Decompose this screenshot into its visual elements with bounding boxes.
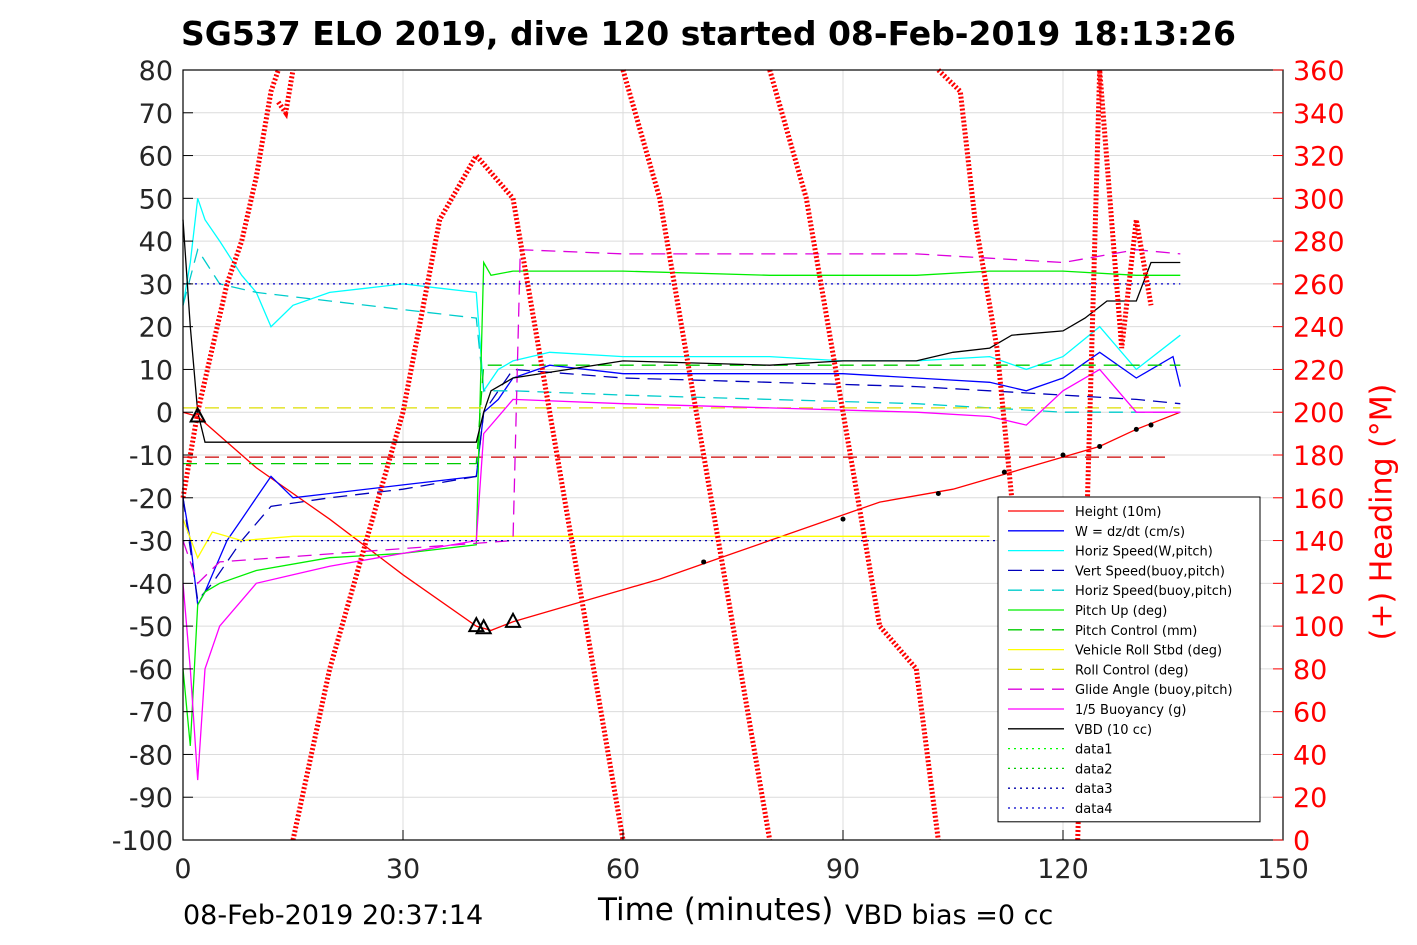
vbd-bias-label: VBD bias =0 cc	[845, 900, 1054, 931]
legend-label-3: Vert Speed(buoy,pitch)	[1075, 564, 1225, 579]
right-y-tick-label: 40	[1293, 740, 1327, 771]
right-y-tick-label: 340	[1293, 99, 1345, 130]
y-tick-label: 70	[139, 99, 173, 130]
right-y-tick-label: 140	[1293, 527, 1345, 558]
y-tick-label: -70	[129, 698, 173, 729]
dot-marker	[1060, 452, 1066, 458]
right-y-tick-label: 240	[1293, 313, 1345, 344]
x-tick-label: 90	[826, 854, 860, 885]
triangle-marker	[467, 616, 486, 633]
heading-trace-2	[290, 151, 515, 841]
dot-marker	[935, 491, 941, 496]
y-tick-label: 50	[139, 184, 173, 215]
y-tick-label: 20	[139, 313, 173, 344]
right-y-tick-label: 320	[1293, 142, 1345, 173]
heading-trace-7	[936, 68, 1015, 499]
heading-trace-6	[913, 668, 941, 841]
series-line-4	[182, 248, 1181, 413]
right-y-tick-label: 100	[1293, 612, 1345, 643]
triangle-marker	[474, 618, 493, 635]
y-tick-label: -90	[129, 783, 173, 814]
legend-label-5: Pitch Up (deg)	[1075, 604, 1167, 619]
right-y-tick-label: 300	[1293, 184, 1345, 215]
y-tick-label: -10	[129, 441, 173, 472]
x-tick-label: 60	[606, 854, 640, 885]
legend-label-6: Pitch Control (mm)	[1075, 624, 1197, 639]
right-y-tick-label: 80	[1293, 655, 1327, 686]
dot-marker	[840, 516, 846, 522]
y-tick-label: -50	[129, 612, 173, 643]
heading-trace-3	[510, 197, 626, 841]
series-line-6	[183, 364, 1181, 465]
legend-label-9: Glide Angle (buoy,pitch)	[1075, 683, 1233, 698]
y-tick-label: -40	[129, 569, 173, 600]
right-y-tick-label: 260	[1293, 270, 1345, 301]
right-y-tick-label: 60	[1293, 698, 1327, 729]
legend-label-4: Horiz Speed(buoy,pitch)	[1075, 584, 1232, 599]
right-y-tick-label: 0	[1293, 826, 1310, 857]
series-line-2	[182, 198, 1181, 393]
x-tick-label: 0	[174, 854, 191, 885]
heading-trace-5	[767, 69, 919, 671]
right-y-tick-label: 160	[1293, 484, 1345, 515]
right-y-axis-label: (+) Heading (°M)	[1364, 383, 1400, 641]
x-tick-label: 150	[1257, 854, 1309, 885]
y-tick-label: 40	[139, 227, 173, 258]
legend-label-15: data4	[1075, 802, 1113, 817]
right-y-tick-label: 220	[1293, 355, 1345, 386]
y-tick-label: 30	[139, 270, 173, 301]
legend-label-10: 1/5 Buoyancy (g)	[1075, 703, 1186, 718]
dot-marker	[1133, 426, 1139, 432]
legend-label-8: Roll Control (deg)	[1075, 663, 1189, 678]
right-y-tick-label: 180	[1293, 441, 1345, 472]
right-y-tick-label: 280	[1293, 227, 1345, 258]
series-line-11	[182, 219, 1181, 443]
right-y-tick-label: 20	[1293, 783, 1327, 814]
y-tick-label: -80	[129, 740, 173, 771]
right-y-tick-label: 360	[1293, 56, 1345, 87]
series-line-1	[182, 351, 1181, 607]
x-tick-label: 120	[1037, 854, 1089, 885]
y-tick-label: -60	[129, 655, 173, 686]
heading-trace-4	[620, 69, 773, 841]
legend-label-2: Horiz Speed(W,pitch)	[1075, 545, 1213, 560]
dot-marker	[1001, 469, 1007, 475]
dot-marker	[1148, 422, 1154, 428]
legend-label-0: Height (10m)	[1075, 505, 1161, 520]
y-tick-label: 0	[156, 398, 173, 429]
y-tick-label: -30	[129, 527, 173, 558]
chart-title: SG537 ELO 2019, dive 120 started 08-Feb-…	[181, 14, 1236, 53]
triangle-marker	[504, 611, 522, 628]
y-tick-label: 80	[139, 56, 173, 87]
footer-timestamp: 08-Feb-2019 20:37:14	[183, 900, 484, 931]
x-axis-label: Time (minutes)	[598, 892, 834, 928]
heading-trace-8	[1075, 69, 1154, 841]
heading-trace-1	[276, 69, 296, 120]
legend-label-7: Vehicle Roll Stbd (deg)	[1075, 644, 1222, 659]
y-tick-label: 10	[139, 355, 173, 386]
x-tick-label: 30	[386, 854, 420, 885]
series-line-5	[182, 260, 1181, 746]
triangle-marker	[188, 406, 207, 423]
y-tick-label: 60	[139, 142, 173, 173]
dot-marker	[1097, 443, 1103, 449]
right-y-tick-label: 200	[1293, 398, 1345, 429]
dot-marker	[701, 559, 707, 565]
series-line-9	[182, 249, 1181, 585]
legend-label-12: data1	[1075, 743, 1113, 758]
series-line-10	[182, 368, 1181, 781]
heading-trace-0	[180, 69, 281, 499]
legend-label-13: data2	[1075, 762, 1113, 777]
y-tick-label: -20	[129, 484, 173, 515]
right-y-tick-label: 120	[1293, 569, 1345, 600]
y-tick-label: -100	[112, 826, 173, 857]
legend-label-1: W = dz/dt (cm/s)	[1075, 525, 1185, 540]
legend-label-11: VBD (10 cc)	[1075, 723, 1152, 738]
series-line-0	[182, 411, 1181, 632]
legend-label-14: data3	[1075, 782, 1113, 797]
